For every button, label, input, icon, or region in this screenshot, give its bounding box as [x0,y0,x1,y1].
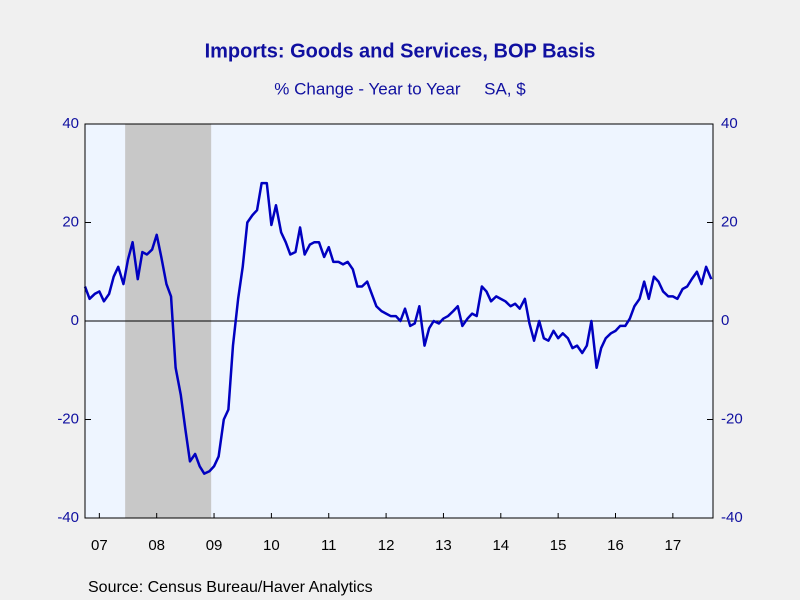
chart-title: Imports: Goods and Services, BOP Basis [205,40,596,62]
plot-border [84,123,714,519]
x-tick-label: 10 [263,537,280,554]
y2-tick-label: 0 [721,312,729,329]
x-tick-label: 08 [148,537,165,554]
y-tick-label: 40 [62,115,79,132]
y2-tick-label: -40 [721,509,743,526]
source-note: Source: Census Bureau/Haver Analytics [88,579,373,596]
chart-subtitle: % Change - Year to Year SA, $ [274,79,526,98]
y2-tick-label: -20 [721,410,743,427]
y-tick-label: 0 [71,312,79,329]
data-line [83,181,713,475]
y-tick-label: -40 [57,509,79,526]
y-tick-label: 20 [62,213,79,230]
y-tick-label: -20 [57,410,79,427]
x-tick-label: 09 [206,537,223,554]
x-tick-label: 12 [378,537,395,554]
x-tick-label: 15 [550,537,567,554]
x-tick-label: 07 [91,537,108,554]
x-tick-label: 16 [607,537,624,554]
x-tick-label: 17 [665,537,682,554]
x-tick-label: 13 [435,537,452,554]
x-tick-label: 11 [321,537,337,554]
y2-tick-label: 40 [721,115,738,132]
y2-tick-label: 20 [721,213,738,230]
x-tick-label: 14 [492,537,509,554]
